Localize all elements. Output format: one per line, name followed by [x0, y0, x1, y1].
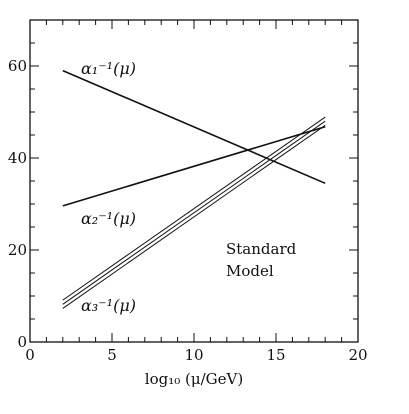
series-line-3-band-2: [62, 120, 326, 305]
series-label-alpha3: α₃⁻¹(μ): [81, 296, 136, 315]
axis-ticks: [30, 20, 358, 342]
series-line-2: [62, 125, 326, 207]
x-tick-label: 20: [348, 346, 367, 364]
series-line-3-band-1: [62, 124, 326, 309]
y-tick-label: 20: [8, 241, 27, 259]
plot-frame: [29, 19, 359, 343]
series-lines: [62, 69, 326, 309]
y-tick-label: 60: [8, 57, 27, 75]
series-label-alpha1: α₁⁻¹(μ): [81, 59, 136, 78]
x-tick-label: 10: [184, 346, 203, 364]
series-line-1: [62, 69, 326, 185]
x-tick-label: 5: [107, 346, 117, 364]
series-line-3-band-3: [62, 116, 326, 301]
y-tick-label: 0: [17, 333, 27, 351]
tick-labels: 0 5 10 15 20 0 20 40 60: [8, 57, 368, 364]
y-tick-label: 40: [8, 149, 27, 167]
x-axis-title: log₁₀ (μ/GeV): [145, 370, 243, 388]
x-tick-label: 15: [266, 346, 285, 364]
annotation-standard: Standard: [226, 240, 297, 258]
annotation-model: Model: [226, 262, 274, 280]
x-tick-label: 0: [25, 346, 35, 364]
series-label-alpha2: α₂⁻¹(μ): [81, 209, 136, 228]
